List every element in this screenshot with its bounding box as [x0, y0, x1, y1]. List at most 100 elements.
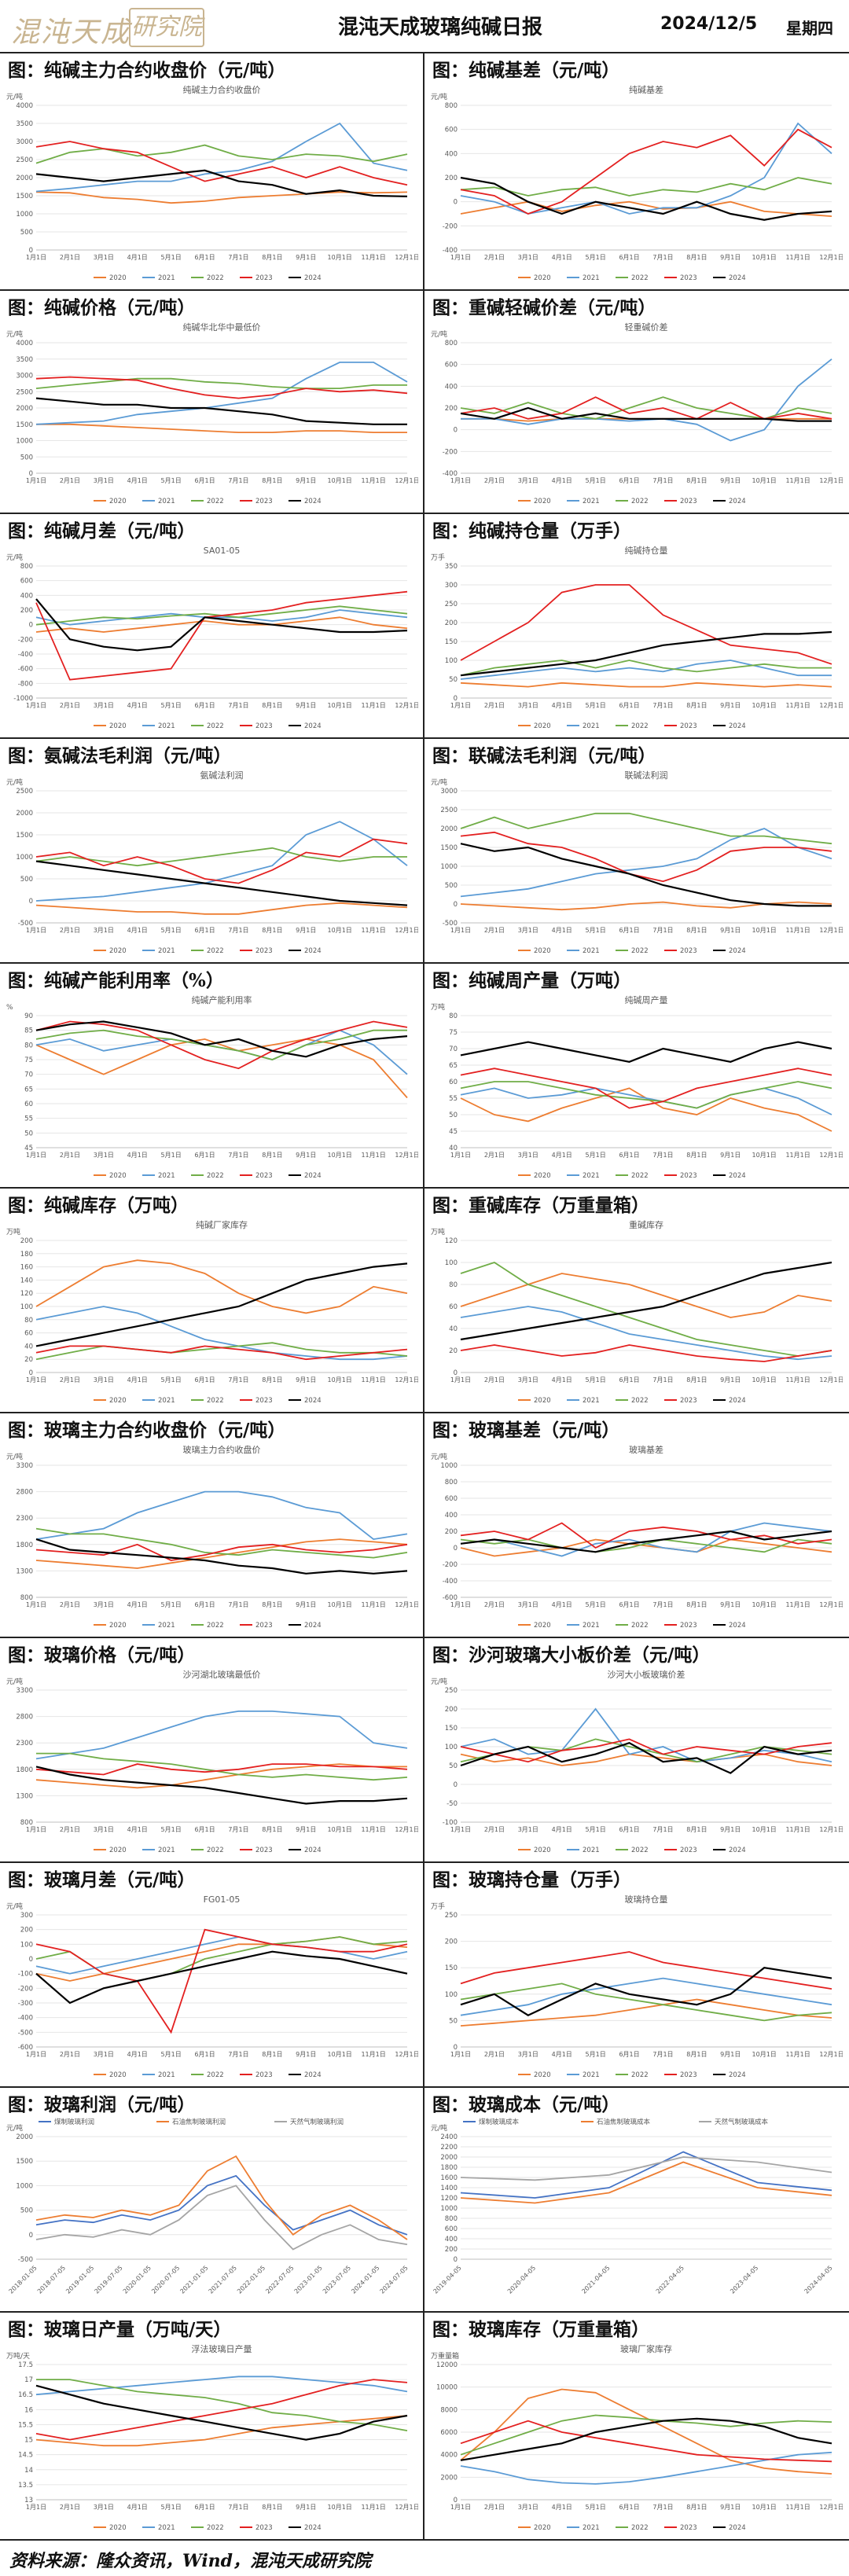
- legend-label: 2020: [534, 2071, 551, 2079]
- legend-label: 2022: [207, 1172, 224, 1180]
- series-line-2: [35, 1306, 408, 1361]
- series-line-5: [35, 397, 407, 425]
- x-tick-label: 9月1日: [296, 1601, 316, 1608]
- x-tick-label: 6月1日: [194, 1152, 215, 1159]
- legend-label: 2021: [583, 1172, 600, 1180]
- x-tick-label: 7月1日: [228, 927, 248, 934]
- unit-label: 元/吨: [431, 329, 447, 339]
- series-line-5: [35, 1766, 408, 1805]
- x-tick-label: 1月1日: [450, 702, 471, 709]
- x-tick-label: 1月1日: [26, 1601, 46, 1608]
- chart-panel: 图：玻璃成本（元/吨） 元/吨 0 200 400 600 800 1000 1200 1400 1…: [424, 2086, 849, 2311]
- x-tick-label: 7月1日: [652, 2504, 673, 2511]
- series-line-1: [460, 1273, 832, 1318]
- x-tick-label: 8月1日: [686, 2504, 707, 2511]
- x-tick-label: 8月1日: [262, 1152, 282, 1159]
- x-tick-label: 10月1日: [328, 2051, 352, 2058]
- y-tick-label: 200: [20, 1237, 33, 1245]
- x-tick-label: 6月1日: [619, 2051, 639, 2058]
- unit-label: 元/吨: [431, 92, 447, 101]
- chart-row: 图：纯碱月差（元/吨） SA01-05 元/吨 -1000 -800 -600 -400 -2…: [0, 513, 849, 739]
- y-tick-label: 100: [445, 1744, 458, 1751]
- chart-title: 纯碱华北华中最低价: [183, 322, 261, 333]
- panel-title: 图：纯碱持仓量（万手）: [432, 520, 631, 542]
- x-tick-label: 12月1日: [819, 254, 843, 261]
- y-tick-label: 50: [449, 676, 458, 684]
- legend-label: 2022: [207, 1397, 224, 1405]
- series-line-1: [460, 2151, 832, 2199]
- x-tick-label: 4月1日: [552, 1601, 572, 1608]
- x-tick-label: 6月1日: [619, 254, 639, 261]
- x-tick-label: 3月1日: [94, 254, 114, 261]
- x-tick-label: 2月1日: [484, 1601, 505, 1608]
- x-tick-label: 2月1日: [60, 477, 80, 484]
- chart-title: 沙河湖北玻璃最低价: [183, 1669, 261, 1680]
- x-tick-label: 5月1日: [161, 477, 182, 484]
- chart-panel: 图：玻璃日产量（万吨/天） 浮法玻璃日产量 万吨/天 13 13.5 14 14.5 15 15…: [0, 2311, 424, 2539]
- y-tick-label: 0: [29, 622, 33, 630]
- series-line-3: [35, 1029, 407, 1060]
- series-line-4: [35, 590, 408, 681]
- y-tick-label: 65: [449, 1062, 458, 1070]
- series-line-4: [35, 838, 408, 884]
- y-tick-label: 800: [20, 1819, 33, 1827]
- y-tick-label: 300: [445, 582, 458, 590]
- legend-label: 石油焦制玻璃利润: [172, 2118, 226, 2126]
- series-line-1: [35, 1259, 408, 1314]
- legend-label: 2024: [729, 1847, 746, 1854]
- legend-label: 2020: [109, 1847, 127, 1854]
- legend-label: 2021: [583, 1397, 600, 1405]
- panel-title: 图：纯碱基差（元/吨）: [432, 60, 620, 81]
- legend-label: 2024: [304, 1847, 322, 1854]
- series-line-5: [35, 1020, 408, 1058]
- x-tick-label: 11月1日: [361, 1152, 385, 1159]
- x-tick-label: 9月1日: [296, 2051, 316, 2058]
- series-line-4: [460, 584, 832, 665]
- series-line-3: [460, 396, 832, 420]
- y-tick-label: -100: [18, 1971, 33, 1979]
- x-tick-label: 7月1日: [652, 1376, 673, 1384]
- x-tick-label: 2024-07-05: [379, 2264, 410, 2295]
- y-tick-label: 2000: [16, 405, 33, 413]
- y-tick-label: 3500: [16, 356, 33, 364]
- x-tick-label: 12月1日: [819, 1376, 843, 1384]
- chart-panel: 图：纯碱库存（万吨） 纯碱厂家库存 万吨 0 20 40 60 80 100 120 140 160 1…: [0, 1187, 424, 1412]
- y-tick-label: 0: [29, 247, 33, 255]
- x-tick-label: 10月1日: [752, 1601, 777, 1608]
- unit-label: 元/吨: [6, 1677, 23, 1686]
- x-tick-label: 4月1日: [552, 702, 572, 709]
- x-tick-label: 6月1日: [194, 1376, 215, 1384]
- chart-title: 轻重碱价差: [625, 322, 668, 333]
- y-tick-label: 80: [24, 1317, 33, 1325]
- chart-title: 重碱库存: [629, 1219, 663, 1230]
- legend-label: 2024: [729, 1622, 746, 1630]
- unit-label: 元/吨: [431, 1452, 447, 1461]
- x-tick-label: 10月1日: [752, 1152, 777, 1159]
- legend-label: 2022: [207, 1847, 224, 1854]
- y-tick-label: 200: [445, 175, 458, 182]
- y-tick-label: 6000: [440, 2429, 458, 2437]
- x-tick-label: 8月1日: [686, 1601, 707, 1608]
- legend-label: 2020: [534, 2524, 551, 2532]
- series-line-1: [35, 191, 408, 204]
- y-tick-label: 55: [449, 1095, 458, 1103]
- x-tick-label: 5月1日: [161, 2051, 182, 2058]
- x-tick-label: 12月1日: [395, 2504, 418, 2511]
- x-tick-label: 1月1日: [450, 254, 471, 261]
- x-tick-label: 11月1日: [361, 1376, 385, 1384]
- y-tick-label: 100: [20, 1941, 33, 1949]
- y-tick-label: 140: [20, 1277, 33, 1284]
- y-tick-label: 0: [29, 898, 33, 906]
- series-line-3: [35, 144, 408, 164]
- series-line-2: [460, 1306, 832, 1361]
- x-tick-label: 6月1日: [619, 702, 639, 709]
- y-tick-label: 150: [445, 1964, 458, 1972]
- x-tick-label: 2020-04-05: [506, 2264, 537, 2295]
- legend-label: 2021: [158, 1397, 175, 1405]
- x-tick-label: 4月1日: [552, 2504, 572, 2511]
- x-tick-label: 3月1日: [94, 702, 114, 709]
